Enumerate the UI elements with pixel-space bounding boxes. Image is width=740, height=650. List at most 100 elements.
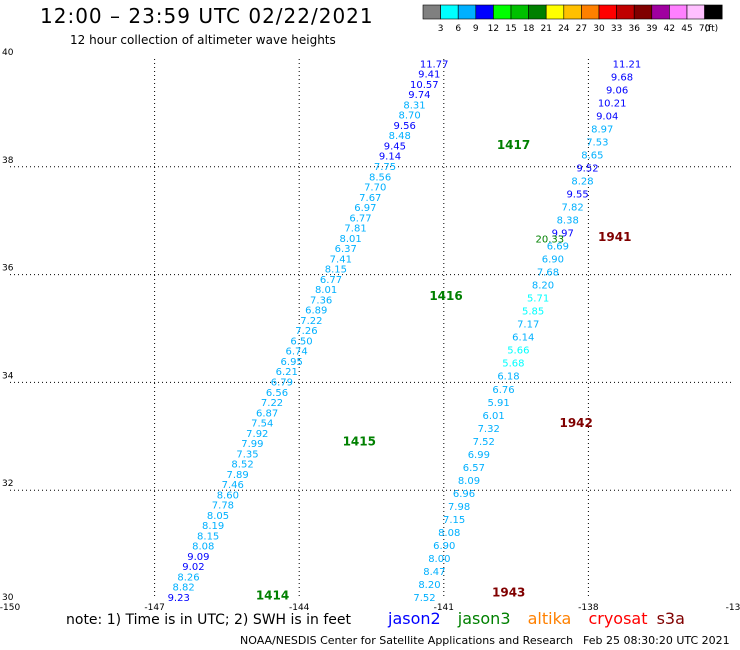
wave-height-value: 6.90 [433, 541, 455, 552]
wave-height-value: 8.38 [557, 216, 579, 227]
wave-height-value: 8.01 [315, 285, 337, 296]
wave-height-value: 9.56 [394, 121, 416, 132]
colorbar-label: 6 [455, 24, 461, 34]
wave-height-value: 6.37 [335, 244, 357, 255]
wave-height-value: 5.68 [502, 359, 524, 370]
wave-height-value: 7.89 [227, 470, 249, 481]
y-tick-label: 38 [2, 156, 14, 166]
colorbar-label: 70 [699, 24, 711, 34]
wave-height-value: 6.57 [463, 463, 485, 474]
wave-height-value: 7.32 [478, 424, 500, 435]
wave-height-value: 5.85 [522, 307, 544, 318]
legend-altika: altika [527, 609, 572, 628]
wave-height-value: 9.02 [182, 562, 204, 573]
time-label: 1417 [497, 138, 530, 152]
wave-height-value: 7.52 [473, 437, 495, 448]
wave-height-value: 9.41 [418, 70, 440, 81]
wave-height-value: 6.77 [320, 275, 342, 286]
colorbar-label: 36 [628, 24, 640, 34]
wave-height-value: 5.66 [507, 346, 529, 357]
x-tick-label: -144 [289, 603, 310, 613]
wave-height-value: 5.91 [487, 398, 509, 409]
credit-line: NOAA/NESDIS Center for Satellite Applica… [240, 634, 574, 647]
colorbar-label: 15 [505, 24, 516, 34]
wave-height-value: 8.19 [202, 521, 224, 532]
colorbar-label: 33 [611, 24, 622, 34]
wave-height-value: 8.26 [177, 572, 199, 583]
wave-height-value: 6.79 [271, 378, 293, 389]
wave-height-value: 7.22 [261, 398, 283, 409]
wave-height-value: 6.97 [354, 203, 376, 214]
wave-height-value: 6.95 [281, 357, 303, 368]
colorbar-label: 24 [558, 24, 570, 34]
wave-height-value: 9.09 [187, 552, 209, 563]
wave-height-value: 7.92 [246, 429, 268, 440]
footnote: note: 1) Time is in UTC; 2) SWH is in fe… [66, 612, 352, 628]
wave-height-value: 6.56 [266, 388, 288, 399]
wave-height-value: 8.82 [172, 583, 194, 594]
wave-height-value: 9.74 [408, 90, 430, 101]
x-tick-label: -141 [434, 603, 454, 613]
wave-height-value: 6.76 [492, 385, 514, 396]
y-tick-label: 30 [2, 593, 14, 603]
wave-height-value: 9.97 [552, 229, 574, 240]
wave-height-value: 7.81 [344, 224, 366, 235]
legend-jason3: jason3 [457, 609, 511, 628]
wave-height-value: 6.89 [305, 306, 327, 317]
wave-height-value: 7.36 [310, 295, 332, 306]
colorbar-label: 12 [488, 24, 499, 34]
colorbar-label: 3 [438, 24, 444, 34]
satellite-legend: jason2 jason3 altika cryosat s3a [388, 609, 697, 628]
x-tick-label: -138 [578, 603, 599, 613]
wave-height-value: 9.14 [379, 152, 401, 163]
wave-height-value: 7.26 [295, 326, 317, 337]
time-label: 1943 [492, 586, 525, 600]
colorbar-label: 30 [593, 24, 605, 34]
wave-height-value: 8.56 [369, 172, 391, 183]
wave-height-value: 7.54 [251, 419, 273, 430]
colorbar-label: 9 [473, 24, 479, 34]
wave-height-value: 7.15 [443, 515, 465, 526]
generated-timestamp: Feb 25 08:30:20 UTC 2021 [583, 634, 730, 647]
colorbar-swatch [704, 4, 723, 20]
wave-height-value: 6.50 [290, 336, 312, 347]
wave-height-value: 6.21 [276, 367, 298, 378]
y-tick-label: 36 [2, 264, 14, 274]
wave-height-value: 6.74 [285, 347, 307, 358]
legend-s3a: s3a [656, 609, 685, 628]
wave-height-value: 6.01 [483, 411, 505, 422]
wave-height-value: 8.08 [438, 528, 460, 539]
wave-height-value: 7.17 [517, 320, 539, 331]
wave-height-value: 9.52 [576, 164, 598, 175]
wave-height-value: 8.60 [217, 490, 239, 501]
x-tick-label: -13 [726, 603, 740, 613]
colorbar-label: 39 [646, 24, 658, 34]
colorbar-unit: (ft) [705, 24, 719, 34]
x-tick-label: -147 [144, 603, 164, 613]
time-label: 1414 [256, 588, 289, 602]
time-label: 1942 [559, 416, 592, 430]
wave-height-value: 6.90 [542, 255, 564, 266]
wave-height-value: 8.20 [532, 281, 554, 292]
wave-height-value: 6.87 [256, 408, 278, 419]
colorbar-label: 18 [523, 24, 535, 34]
wave-height-value: 8.08 [192, 542, 214, 553]
wave-height-value: 10.21 [598, 98, 627, 109]
wave-height-value: 5.71 [527, 294, 549, 305]
wave-height-value: 7.22 [300, 316, 322, 327]
wave-height-value: 7.53 [586, 137, 608, 148]
colorbar-label: 45 [681, 24, 692, 34]
wave-height-value: 8.01 [340, 234, 362, 245]
wave-height-value: 6.99 [468, 450, 490, 461]
wave-height-value: 8.52 [231, 460, 253, 471]
time-label: 1941 [598, 230, 631, 244]
wave-height-value: 6.69 [547, 242, 569, 253]
colorbar-label: 27 [576, 24, 587, 34]
x-tick-label: -150 [0, 603, 20, 613]
wave-height-value: 9.68 [611, 72, 633, 83]
wave-height-value: 7.98 [448, 502, 470, 513]
wave-height-value: 6.14 [512, 333, 534, 344]
wave-height-value: 8.65 [581, 150, 603, 161]
wave-height-value: 7.41 [330, 254, 352, 265]
